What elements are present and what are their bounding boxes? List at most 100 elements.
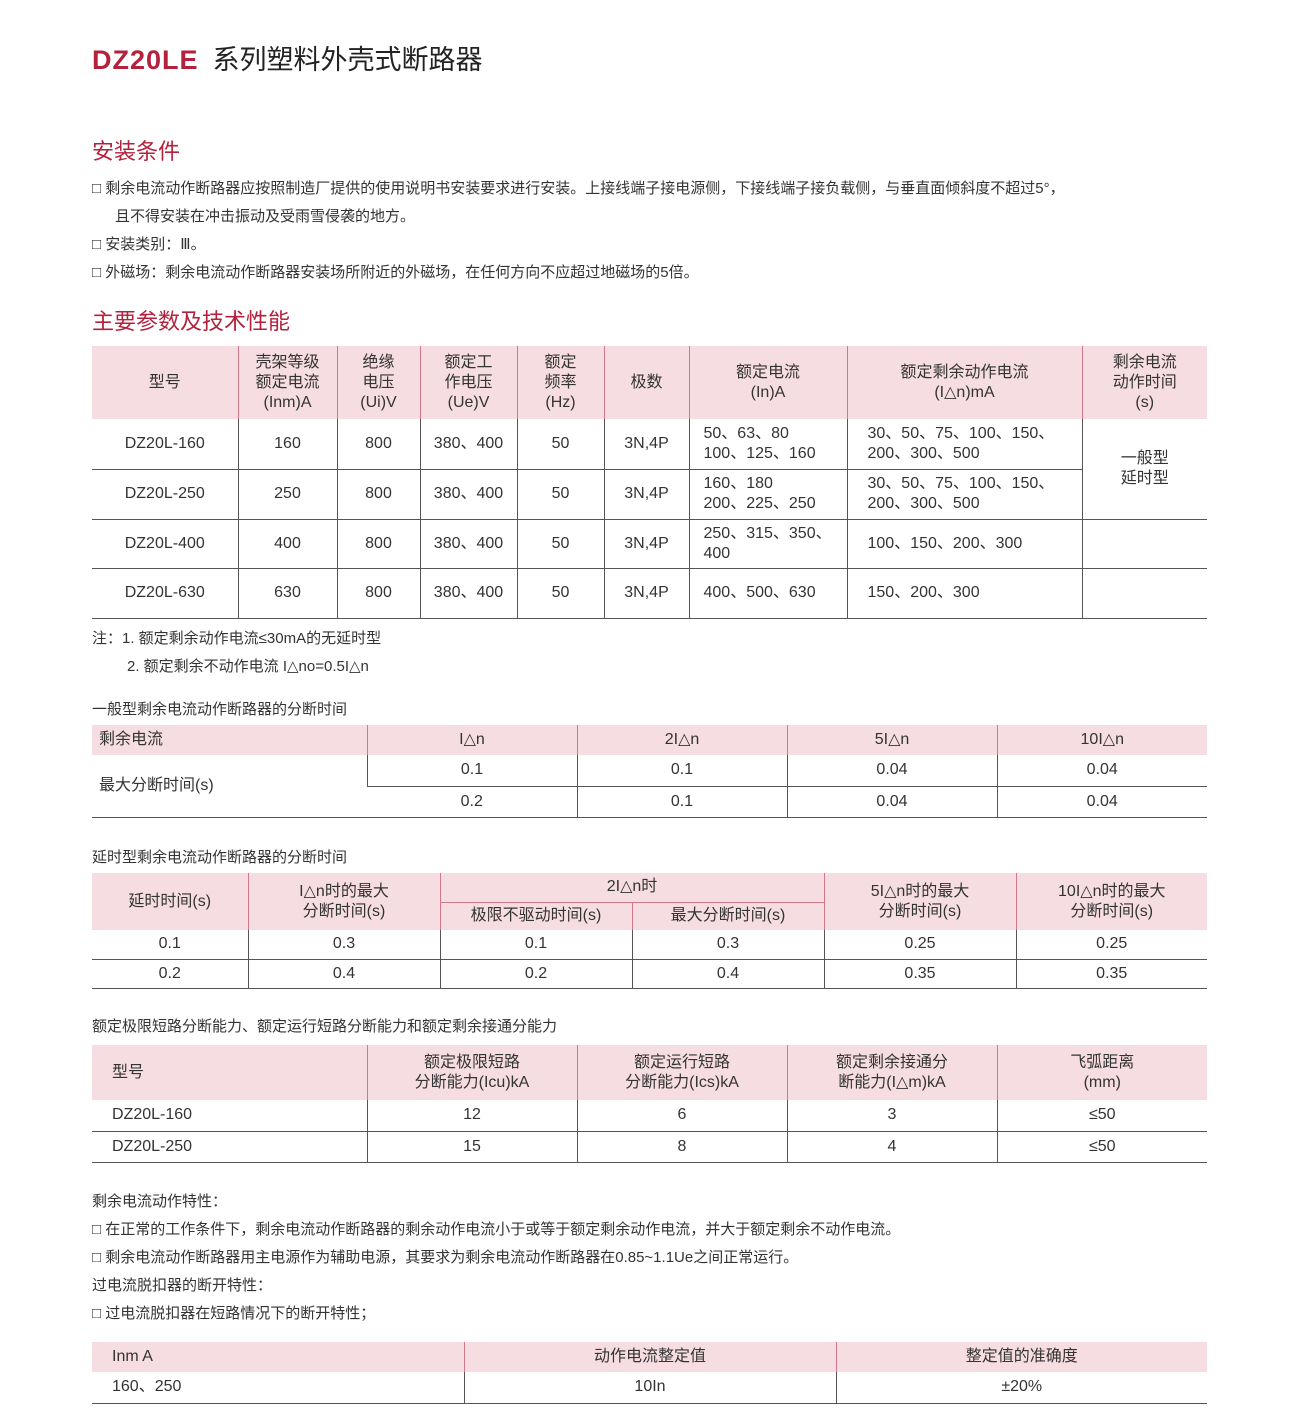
general-table: 剩余电流 I△n 2I△n 5I△n 10I△n 最大分断时间(s) 0.1 0… (92, 725, 1207, 818)
header-cell: 型号 (92, 346, 238, 419)
cell: 0.1 (576, 786, 787, 818)
delay-table: 延时时间(s) I△n时的最大 分断时间(s) 2I△n时 5I△n时的最大 分… (92, 873, 1207, 989)
table-header: 型号 壳架等级 额定电流 (Inm)A 绝缘 电压 (Ui)V 额定工 作电压 … (92, 346, 1207, 419)
cell: 380、400 (419, 469, 517, 520)
table-row: DZ20L-250 250 800 380、400 50 3N,4P 160、1… (92, 469, 1207, 520)
header-cell: 剩余电流 动作时间 (s) (1081, 346, 1207, 419)
header-cell: 额定电流 (In)A (688, 346, 847, 419)
header-cell: 10I△n (996, 725, 1207, 755)
table-row: 0.2 0.1 0.04 0.04 (92, 786, 1207, 818)
header-cell: 额定剩余动作电流 (I△n)mA (846, 346, 1082, 419)
cell: 15 (366, 1131, 577, 1163)
header-cell: 额定剩余接通分 断能力(I△m)kA (786, 1045, 997, 1100)
cell: 8 (576, 1131, 787, 1163)
cell: DZ20L-160 (92, 1100, 367, 1132)
cell: 50 (516, 519, 604, 569)
header-cell: 2I△n时 (439, 873, 824, 902)
header-cell: 极数 (603, 346, 689, 419)
cell: DZ20L-250 (92, 1131, 367, 1163)
cell: DZ20L-630 (92, 568, 238, 619)
header-cell: 绝缘 电压 (Ui)V (336, 346, 420, 419)
cell: 0.4 (247, 959, 440, 989)
cell: 0.04 (996, 755, 1207, 787)
header-cell: 壳架等级 额定电流 (Inm)A (237, 346, 337, 419)
install-item: □ 外磁场：剩余电流动作断路器安装场所附近的外磁场，在任何方向不应超过地磁场的5… (92, 264, 699, 281)
header-cell: 额定 频率 (Hz) (516, 346, 604, 419)
cell: 0.4 (631, 959, 824, 989)
table-header: 延时时间(s) I△n时的最大 分断时间(s) 2I△n时 5I△n时的最大 分… (92, 873, 1207, 930)
cell: 4 (786, 1131, 997, 1163)
install-item: 且不得安装在冲击振动及受雨雪侵袭的地方。 (115, 208, 416, 225)
table-header: 型号 额定极限短路 分断能力(Icu)kA 额定运行短路 分断能力(Ics)kA… (92, 1045, 1207, 1100)
general-caption: 一般型剩余电流动作断路器的分断时间 (92, 701, 348, 718)
cell (1081, 568, 1207, 619)
cell: 150、200、300 (846, 568, 1082, 619)
header-cell: 额定工 作电压 (Ue)V (419, 346, 517, 419)
header-cell: 10I△n时的最大 分断时间(s) (1015, 873, 1207, 930)
table-row: DZ20L-160 160 800 380、400 50 3N,4P 50、63… (92, 419, 1207, 520)
page-title: DZ20LE 系列塑料外壳式断路器 (92, 38, 483, 77)
cell: 160、180 200、225、250 (688, 469, 847, 520)
cell: 0.25 (1015, 930, 1207, 960)
cell: 250、315、350、 400 (688, 519, 847, 569)
header-cell: 5I△n时的最大 分断时间(s) (823, 873, 1016, 930)
header-cell: 延时时间(s) (92, 873, 248, 930)
cell: 10In (463, 1372, 836, 1404)
cell: 3N,4P (603, 519, 689, 569)
header-cell: I△n时的最大 分断时间(s) (247, 873, 440, 930)
cell: 0.35 (823, 959, 1016, 989)
cell: 0.2 (439, 959, 632, 989)
model-name: DZ20LE (92, 45, 199, 75)
characteristic-line: 过电流脱扣器的断开特性： (92, 1277, 273, 1294)
cell: 3N,4P (603, 568, 689, 619)
cell: 3N,4P (603, 469, 689, 520)
header-cell: 额定极限短路 分断能力(Icu)kA (366, 1045, 577, 1100)
header-cell: Inm A (92, 1342, 464, 1372)
table-row: 0.2 0.4 0.2 0.4 0.35 0.35 (92, 959, 1207, 989)
cell: 380、400 (419, 568, 517, 619)
cell: DZ20L-400 (92, 519, 238, 569)
table-header: 剩余电流 I△n 2I△n 5I△n 10I△n (92, 725, 1207, 755)
cell: ≤50 (996, 1100, 1207, 1132)
cell: 0.04 (786, 786, 997, 818)
header-cell: 型号 (92, 1045, 367, 1100)
time-type-cell: 一般型 延时型 (1081, 419, 1207, 520)
capacity-caption: 额定极限短路分断能力、额定运行短路分断能力和额定剩余接通分能力 (92, 1018, 558, 1035)
cell: ±20% (835, 1372, 1207, 1404)
characteristic-line: □ 剩余电流动作断路器用主电源作为辅助电源，其要求为剩余电流动作断路器在0.85… (92, 1249, 799, 1266)
cell: 800 (336, 568, 420, 619)
cell: 380、400 (419, 519, 517, 569)
cell: 250 (237, 469, 337, 520)
cell: 6 (576, 1100, 787, 1132)
cell: 380、400 (419, 419, 517, 470)
table-subheader: 极限不驱动时间(s) 最大分断时间(s) (92, 901, 1207, 930)
params-table: 型号 壳架等级 额定电流 (Inm)A 绝缘 电压 (Ui)V 额定工 作电压 … (92, 346, 1207, 619)
table-row: DZ20L-630 630 800 380、400 50 3N,4P 400、5… (92, 568, 1207, 619)
install-heading: 安装条件 (92, 139, 181, 164)
note: 注：1. 额定剩余动作电流≤30mA的无延时型 (92, 630, 382, 647)
header-cell: 剩余电流 (92, 725, 367, 755)
characteristic-line: □ 过电流脱扣器在短路情况下的断开特性； (92, 1305, 376, 1322)
cell: 800 (336, 419, 420, 470)
characteristic-line: □ 在正常的工作条件下，剩余电流动作断路器的剩余动作电流小于或等于额定剩余动作电… (92, 1221, 901, 1238)
header-cell: 2I△n (576, 725, 787, 755)
cell: 0.04 (996, 786, 1207, 818)
cell: 630 (237, 568, 337, 619)
table-row: DZ20L-250 15 8 4 ≤50 (92, 1131, 1207, 1163)
characteristic-line: 剩余电流动作特性： (92, 1193, 228, 1210)
cell: 0.2 (367, 786, 577, 818)
cell: 3 (786, 1100, 997, 1132)
cell: ≤50 (996, 1131, 1207, 1163)
cell: 0.25 (823, 930, 1016, 960)
header-cell: 额定运行短路 分断能力(Ics)kA (576, 1045, 787, 1100)
cell: 160 (237, 419, 337, 470)
header-cell: 动作电流整定值 (463, 1342, 836, 1372)
cell: 0.1 (576, 755, 787, 787)
cell: 100、150、200、300 (846, 519, 1082, 569)
cell: 400、500、630 (688, 568, 847, 619)
table-header: Inm A 动作电流整定值 整定值的准确度 (92, 1342, 1207, 1372)
capacity-table: 型号 额定极限短路 分断能力(Icu)kA 额定运行短路 分断能力(Ics)kA… (92, 1045, 1207, 1163)
cell: 0.2 (92, 959, 248, 989)
cell: 0.1 (439, 930, 632, 960)
params-heading: 主要参数及技术性能 (92, 309, 291, 334)
